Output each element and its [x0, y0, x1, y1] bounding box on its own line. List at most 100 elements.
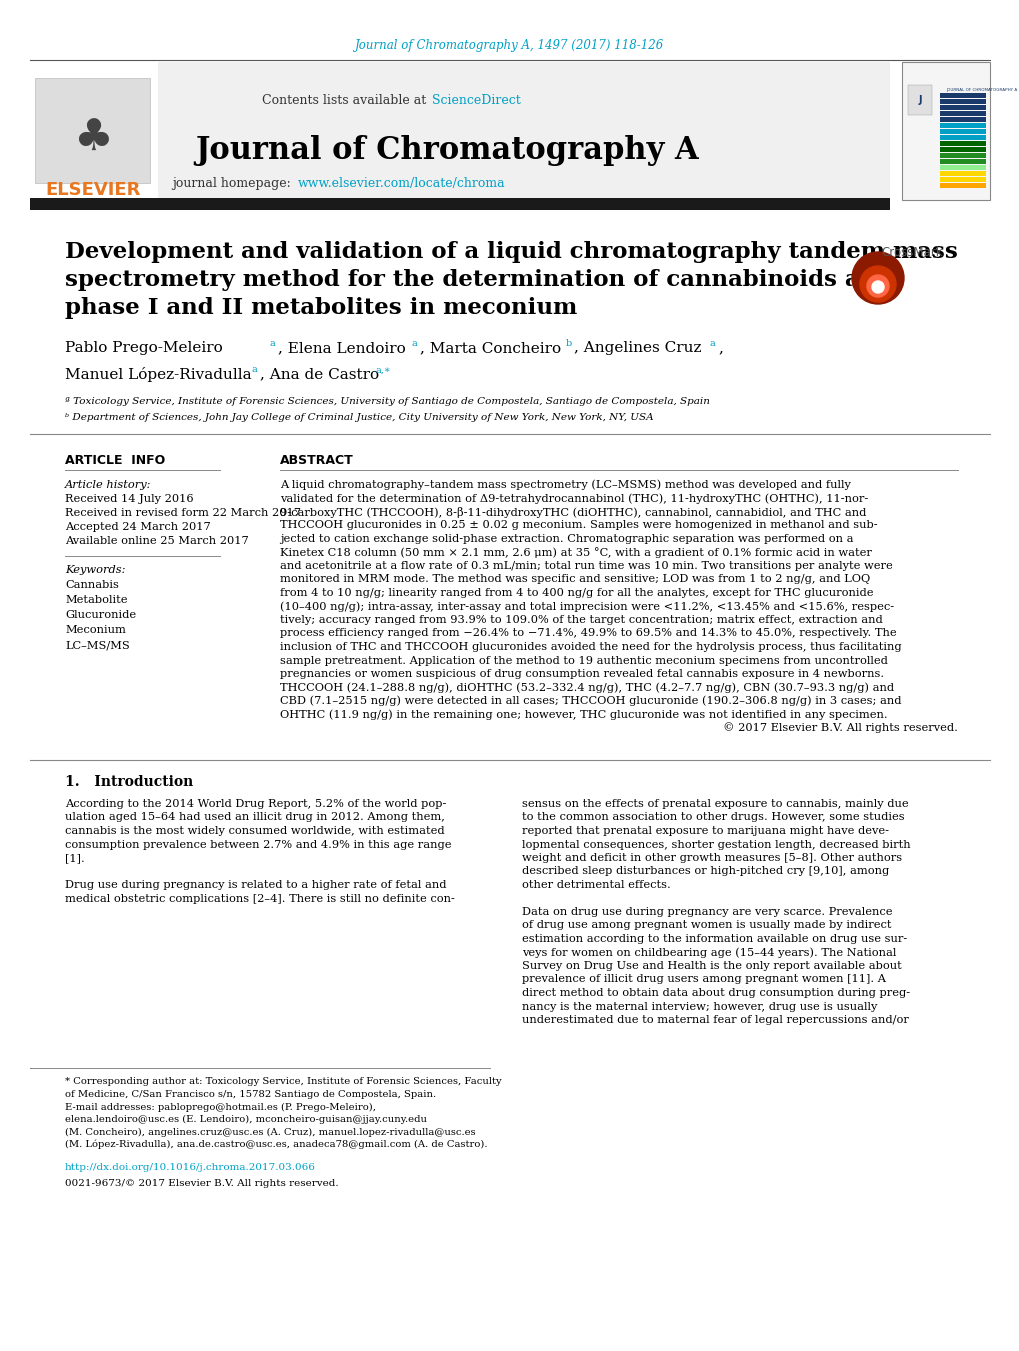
Text: and acetonitrile at a flow rate of 0.3 mL/min; total run time was 10 min. Two tr: and acetonitrile at a flow rate of 0.3 m… — [280, 561, 892, 571]
Text: a: a — [709, 339, 715, 349]
Text: ᵇ Department of Sciences, John Jay College of Criminal Justice, City University : ᵇ Department of Sciences, John Jay Colle… — [65, 413, 653, 423]
Text: Received in revised form 22 March 2017: Received in revised form 22 March 2017 — [65, 508, 301, 517]
Text: sample pretreatment. Application of the method to 19 authentic meconium specimen: sample pretreatment. Application of the … — [280, 655, 887, 666]
FancyBboxPatch shape — [907, 85, 931, 115]
Text: ARTICLE  INFO: ARTICLE INFO — [65, 454, 165, 466]
Text: ELSEVIER: ELSEVIER — [45, 181, 141, 199]
Text: CrossMark: CrossMark — [880, 246, 942, 258]
Text: ScienceDirect: ScienceDirect — [432, 93, 521, 107]
Text: © 2017 Elsevier B.V. All rights reserved.: © 2017 Elsevier B.V. All rights reserved… — [722, 723, 957, 734]
Text: elena.lendoiro@usc.es (E. Lendoiro), mconcheiro-guisan@jjay.cuny.edu: elena.lendoiro@usc.es (E. Lendoiro), mco… — [65, 1115, 427, 1124]
Text: THCCOOH (24.1–288.8 ng/g), diOHTHC (53.2–332.4 ng/g), THC (4.2–7.7 ng/g), CBN (3: THCCOOH (24.1–288.8 ng/g), diOHTHC (53.2… — [280, 682, 894, 693]
Text: consumption prevalence between 2.7% and 4.9% in this age range: consumption prevalence between 2.7% and … — [65, 839, 451, 850]
FancyBboxPatch shape — [940, 123, 985, 128]
Text: 9-carboxyTHC (THCCOOH), 8-β-11-dihydroxyTHC (diOHTHC), cannabinol, cannabidiol, : 9-carboxyTHC (THCCOOH), 8-β-11-dihydroxy… — [280, 507, 865, 517]
Text: Survey on Drug Use and Health is the only report available about: Survey on Drug Use and Health is the onl… — [522, 961, 901, 971]
FancyBboxPatch shape — [940, 135, 985, 141]
Text: tively; accuracy ranged from 93.9% to 109.0% of the target concentration; matrix: tively; accuracy ranged from 93.9% to 10… — [280, 615, 881, 626]
FancyBboxPatch shape — [940, 92, 985, 99]
Text: a: a — [270, 339, 275, 349]
Text: Glucuronide: Glucuronide — [65, 611, 136, 620]
Text: process efficiency ranged from −26.4% to −71.4%, 49.9% to 69.5% and 14.3% to 45.: process efficiency ranged from −26.4% to… — [280, 628, 896, 639]
FancyBboxPatch shape — [940, 158, 985, 163]
Text: Contents lists available at: Contents lists available at — [262, 93, 430, 107]
Text: OHTHC (11.9 ng/g) in the remaining one; however, THC glucuronide was not identif: OHTHC (11.9 ng/g) in the remaining one; … — [280, 709, 887, 720]
Text: lopmental consequences, shorter gestation length, decreased birth: lopmental consequences, shorter gestatio… — [522, 839, 910, 850]
FancyBboxPatch shape — [940, 104, 985, 109]
Text: nancy is the maternal interview; however, drug use is usually: nancy is the maternal interview; however… — [522, 1001, 876, 1012]
FancyBboxPatch shape — [30, 199, 890, 209]
Text: a: a — [252, 366, 258, 374]
Text: reported that prenatal exposure to marijuana might have deve-: reported that prenatal exposure to marij… — [522, 825, 889, 836]
Text: THCCOOH glucuronides in 0.25 ± 0.02 g meconium. Samples were homogenized in meth: THCCOOH glucuronides in 0.25 ± 0.02 g me… — [280, 520, 876, 531]
Text: cannabis is the most widely consumed worldwide, with estimated: cannabis is the most widely consumed wor… — [65, 825, 444, 836]
FancyBboxPatch shape — [940, 116, 985, 122]
FancyBboxPatch shape — [940, 141, 985, 146]
Text: Pablo Prego-Meleiro: Pablo Prego-Meleiro — [65, 340, 222, 355]
FancyBboxPatch shape — [940, 165, 985, 170]
Text: other detrimental effects.: other detrimental effects. — [522, 880, 671, 890]
Text: ª Toxicology Service, Institute of Forensic Sciences, University of Santiago de : ª Toxicology Service, Institute of Foren… — [65, 397, 709, 407]
Text: Development and validation of a liquid chromatography tandem mass: Development and validation of a liquid c… — [65, 240, 957, 263]
Text: A liquid chromatography–tandem mass spectrometry (LC–MSMS) method was developed : A liquid chromatography–tandem mass spec… — [280, 480, 850, 490]
Text: (M. Concheiro), angelines.cruz@usc.es (A. Cruz), manuel.lopez-rivadulla@usc.es: (M. Concheiro), angelines.cruz@usc.es (A… — [65, 1128, 475, 1136]
FancyBboxPatch shape — [940, 111, 985, 116]
Text: J: J — [917, 95, 921, 105]
Text: spectrometry method for the determination of cannabinoids and: spectrometry method for the determinatio… — [65, 269, 892, 290]
Text: direct method to obtain data about drug consumption during preg-: direct method to obtain data about drug … — [522, 988, 909, 998]
Text: ABSTRACT: ABSTRACT — [280, 454, 354, 466]
FancyBboxPatch shape — [30, 62, 890, 200]
Text: , Ana de Castro: , Ana de Castro — [260, 367, 379, 381]
Text: described sleep disturbances or high-pitched cry [9,10], among: described sleep disturbances or high-pit… — [522, 866, 889, 877]
Text: medical obstetric complications [2–4]. There is still no definite con-: medical obstetric complications [2–4]. T… — [65, 893, 454, 904]
Text: Kinetex C18 column (50 mm × 2.1 mm, 2.6 μm) at 35 °C, with a gradient of 0.1% fo: Kinetex C18 column (50 mm × 2.1 mm, 2.6 … — [280, 547, 871, 558]
Circle shape — [871, 281, 883, 293]
FancyBboxPatch shape — [940, 182, 985, 188]
Text: prevalence of illicit drug users among pregnant women [11]. A: prevalence of illicit drug users among p… — [522, 974, 886, 985]
Text: According to the 2014 World Drug Report, 5.2% of the world pop-: According to the 2014 World Drug Report,… — [65, 798, 446, 809]
Text: http://dx.doi.org/10.1016/j.chroma.2017.03.066: http://dx.doi.org/10.1016/j.chroma.2017.… — [65, 1163, 316, 1173]
Text: , Marta Concheiro: , Marta Concheiro — [420, 340, 560, 355]
Text: E-mail addresses: pabloprego@hotmail.es (P. Prego-Meleiro),: E-mail addresses: pabloprego@hotmail.es … — [65, 1102, 376, 1112]
Text: Manuel López-Rivadulla: Manuel López-Rivadulla — [65, 366, 252, 381]
Text: to the common association to other drugs. However, some studies: to the common association to other drugs… — [522, 812, 904, 823]
Text: 0021-9673/© 2017 Elsevier B.V. All rights reserved.: 0021-9673/© 2017 Elsevier B.V. All right… — [65, 1178, 338, 1188]
Text: journal homepage:: journal homepage: — [172, 177, 294, 189]
Text: , Elena Lendoiro: , Elena Lendoiro — [278, 340, 406, 355]
Text: www.elsevier.com/locate/chroma: www.elsevier.com/locate/chroma — [298, 177, 505, 189]
Text: 1.   Introduction: 1. Introduction — [65, 775, 193, 789]
FancyBboxPatch shape — [30, 62, 158, 200]
Text: CBD (7.1–2515 ng/g) were detected in all cases; THCCOOH glucuronide (190.2–306.8: CBD (7.1–2515 ng/g) were detected in all… — [280, 696, 901, 707]
Text: b: b — [566, 339, 572, 349]
Text: Cannabis: Cannabis — [65, 580, 119, 590]
Text: sensus on the effects of prenatal exposure to cannabis, mainly due: sensus on the effects of prenatal exposu… — [522, 798, 908, 809]
Text: Drug use during pregnancy is related to a higher rate of fetal and: Drug use during pregnancy is related to … — [65, 880, 446, 890]
Text: a,∗: a,∗ — [376, 366, 391, 374]
Text: Available online 25 March 2017: Available online 25 March 2017 — [65, 536, 249, 546]
Text: Journal of Chromatography A: Journal of Chromatography A — [195, 135, 698, 166]
Text: veys for women on childbearing age (15–44 years). The National: veys for women on childbearing age (15–4… — [522, 947, 896, 958]
Text: from 4 to 10 ng/g; linearity ranged from 4 to 400 ng/g for all the analytes, exc: from 4 to 10 ng/g; linearity ranged from… — [280, 588, 872, 598]
Text: Accepted 24 March 2017: Accepted 24 March 2017 — [65, 521, 211, 532]
Text: LC–MS/MS: LC–MS/MS — [65, 640, 129, 650]
Text: Meconium: Meconium — [65, 626, 125, 635]
Text: weight and deficit in other growth measures [5–8]. Other authors: weight and deficit in other growth measu… — [522, 852, 901, 863]
Text: Data on drug use during pregnancy are very scarce. Prevalence: Data on drug use during pregnancy are ve… — [522, 907, 892, 917]
Text: a: a — [412, 339, 418, 349]
Text: * Corresponding author at: Toxicology Service, Institute of Forensic Sciences, F: * Corresponding author at: Toxicology Se… — [65, 1078, 501, 1086]
Text: pregnancies or women suspicious of drug consumption revealed fetal cannabis expo: pregnancies or women suspicious of drug … — [280, 669, 883, 680]
Text: Received 14 July 2016: Received 14 July 2016 — [65, 494, 194, 504]
Text: Keywords:: Keywords: — [65, 565, 125, 576]
FancyBboxPatch shape — [35, 78, 150, 182]
Text: Journal of Chromatography A, 1497 (2017) 118-126: Journal of Chromatography A, 1497 (2017)… — [355, 38, 664, 51]
Text: inclusion of THC and THCCOOH glucuronides avoided the need for the hydrolysis pr: inclusion of THC and THCCOOH glucuronide… — [280, 642, 901, 653]
Circle shape — [859, 266, 895, 303]
FancyBboxPatch shape — [940, 170, 985, 176]
Circle shape — [851, 253, 903, 304]
Text: of Medicine, C/San Francisco s/n, 15782 Santiago de Compostela, Spain.: of Medicine, C/San Francisco s/n, 15782 … — [65, 1090, 436, 1098]
FancyBboxPatch shape — [940, 99, 985, 104]
FancyBboxPatch shape — [940, 153, 985, 158]
Text: (M. López-Rivadulla), ana.de.castro@usc.es, anadeca78@gmail.com (A. de Castro).: (M. López-Rivadulla), ana.de.castro@usc.… — [65, 1140, 487, 1150]
Text: [1].: [1]. — [65, 852, 85, 863]
Text: ulation aged 15–64 had used an illicit drug in 2012. Among them,: ulation aged 15–64 had used an illicit d… — [65, 812, 444, 823]
